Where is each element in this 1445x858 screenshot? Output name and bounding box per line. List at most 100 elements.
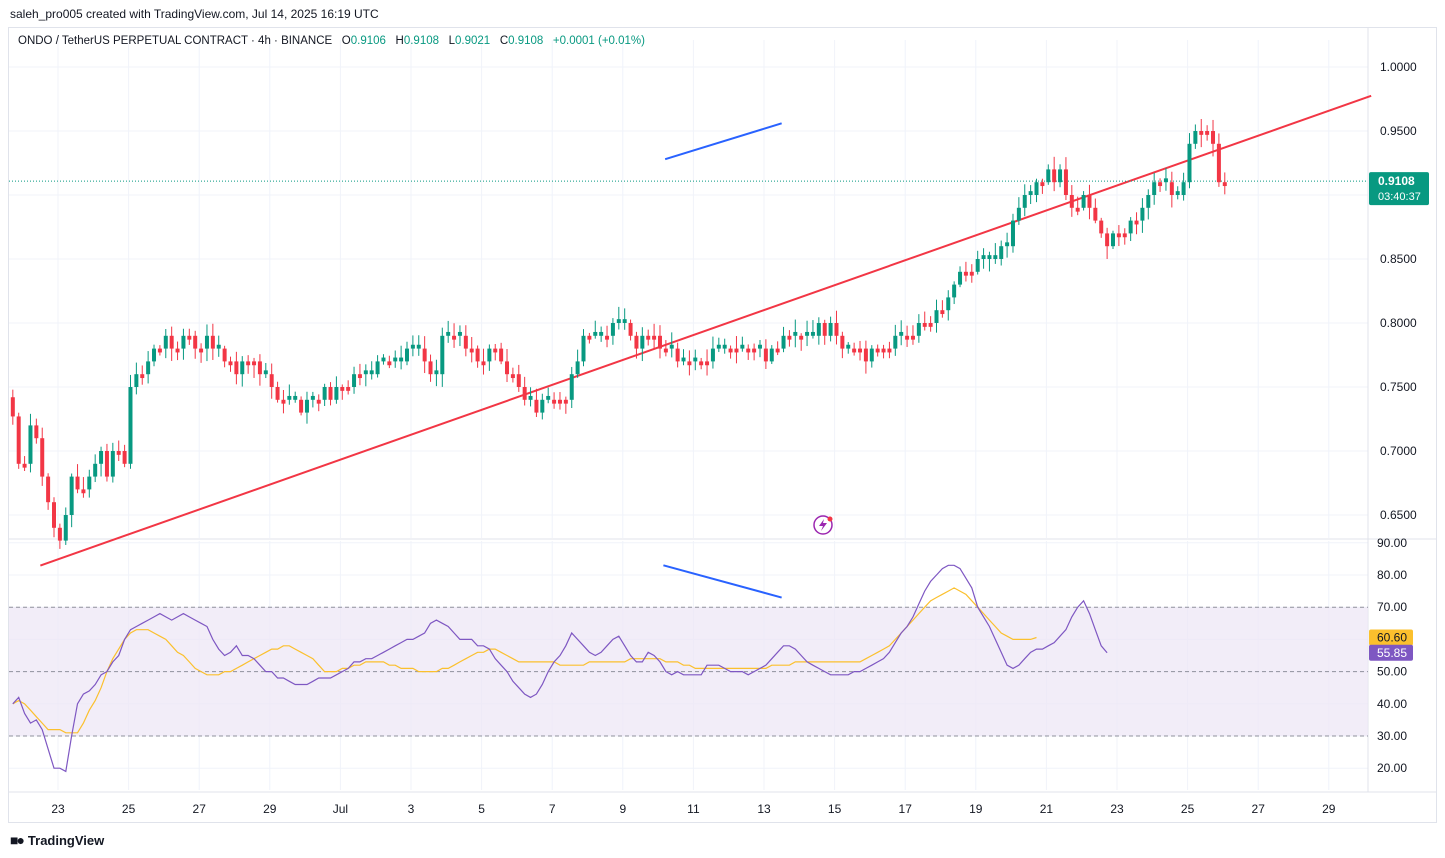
candle-body — [652, 335, 657, 340]
candle-body — [28, 425, 33, 464]
candle-body — [87, 476, 92, 490]
candle-body — [175, 348, 180, 353]
candle-body — [699, 361, 704, 366]
rsi-divergence-line[interactable] — [663, 564, 782, 599]
candle-body — [246, 361, 251, 366]
candle-body — [1199, 131, 1204, 135]
candle-body — [10, 397, 15, 417]
candle-body — [1087, 195, 1092, 208]
price-divergence-line[interactable] — [664, 122, 782, 161]
candle-body — [1146, 195, 1151, 208]
candles — [10, 118, 1227, 549]
candle-body — [816, 323, 821, 336]
candle-body — [463, 335, 468, 349]
candle-body — [357, 374, 362, 379]
candle-body — [387, 361, 392, 366]
candle-body — [134, 374, 139, 387]
candle-body — [452, 335, 457, 340]
candle-body — [787, 335, 792, 340]
candle-body — [69, 476, 74, 515]
candle-body — [216, 344, 221, 349]
candle-body — [1010, 220, 1015, 247]
candle-body — [958, 271, 963, 285]
time-tick-label: 11 — [687, 802, 700, 816]
support-trendline[interactable] — [40, 94, 1372, 567]
candle-body — [34, 425, 39, 439]
candle-body — [922, 323, 927, 327]
rsi-lines — [12, 564, 1108, 773]
time-tick-label: 15 — [828, 802, 842, 816]
candle-body — [1081, 195, 1086, 208]
candle-body — [469, 348, 474, 353]
candle-body — [769, 348, 774, 362]
candle-body — [963, 271, 968, 276]
candle-body — [663, 348, 668, 353]
candle-body — [952, 284, 957, 298]
candle-body — [304, 399, 309, 413]
candle-body — [640, 335, 645, 349]
rsi-band — [9, 606, 1368, 737]
candle-body — [775, 348, 780, 353]
candle-body — [987, 255, 992, 259]
candle-body — [399, 357, 404, 362]
candle-body — [1169, 182, 1174, 195]
last-price-tag — [1369, 172, 1429, 206]
candle-body — [740, 344, 745, 349]
rsi-ma-line — [12, 587, 1037, 734]
candle-body — [269, 374, 274, 387]
low-label: L — [448, 35, 456, 47]
tradingview-logo-text: TradingView — [27, 832, 105, 848]
tradingview-logo[interactable]: ■● TradingView — [10, 832, 104, 848]
price-tick-label: 0.9500 — [1380, 124, 1417, 138]
candle-countdown: 03:40:37 — [1378, 191, 1421, 203]
candle-body — [687, 361, 692, 366]
candle-body — [610, 323, 615, 336]
candle-body — [510, 374, 515, 379]
candle-body — [622, 319, 627, 323]
rsi-tick-label: 50.00 — [1377, 665, 1407, 679]
axis-labels: 1.0000 0.9500 0.8500 0.8000 0.7500 0.7000 0.65… — [51, 60, 1417, 816]
candle-body — [928, 323, 933, 327]
candle-body — [493, 348, 498, 353]
candle-body — [299, 399, 304, 413]
candle-body — [722, 344, 727, 349]
candle-body — [1152, 182, 1157, 195]
rsi-tick-label: 40.00 — [1377, 697, 1407, 711]
candle-body — [193, 335, 198, 349]
candle-body — [634, 335, 639, 349]
candle-body — [75, 476, 80, 490]
candle-body — [51, 502, 56, 528]
candle-body — [1216, 143, 1221, 183]
price-tick-label: 0.7500 — [1380, 380, 1417, 394]
time-tick-label: 25 — [122, 802, 136, 816]
candle-body — [757, 344, 762, 349]
candle-body — [363, 370, 368, 375]
time-tick-label: 3 — [408, 802, 415, 816]
time-tick-label: 21 — [1040, 802, 1054, 816]
candle-body — [840, 335, 845, 349]
candle-body — [975, 259, 980, 272]
candle-body — [104, 451, 109, 477]
rsi-tick-label: 80.00 — [1377, 568, 1407, 582]
candle-body — [375, 361, 380, 375]
candle-body — [940, 310, 945, 315]
candle-body — [234, 361, 239, 375]
symbol-name: ONDO / TetherUS PERPETUAL CONTRACT · 4h … — [18, 35, 333, 47]
candle-body — [516, 374, 521, 387]
candle-body — [1211, 131, 1216, 144]
candle-body — [657, 335, 662, 349]
candle-body — [828, 323, 833, 336]
candle-body — [46, 476, 51, 503]
candle-body — [1063, 169, 1068, 195]
candle-body — [899, 331, 904, 336]
candle-body — [422, 348, 427, 362]
candle-body — [1005, 242, 1010, 247]
candle-body — [369, 370, 374, 375]
rsi-ma-tag-value: 60.60 — [1377, 630, 1407, 644]
alert-lightning-icon[interactable] — [813, 515, 833, 535]
candle-body — [993, 255, 998, 259]
time-tick-label: 7 — [549, 802, 556, 816]
candle-body — [328, 387, 333, 400]
candle-body — [528, 395, 533, 400]
